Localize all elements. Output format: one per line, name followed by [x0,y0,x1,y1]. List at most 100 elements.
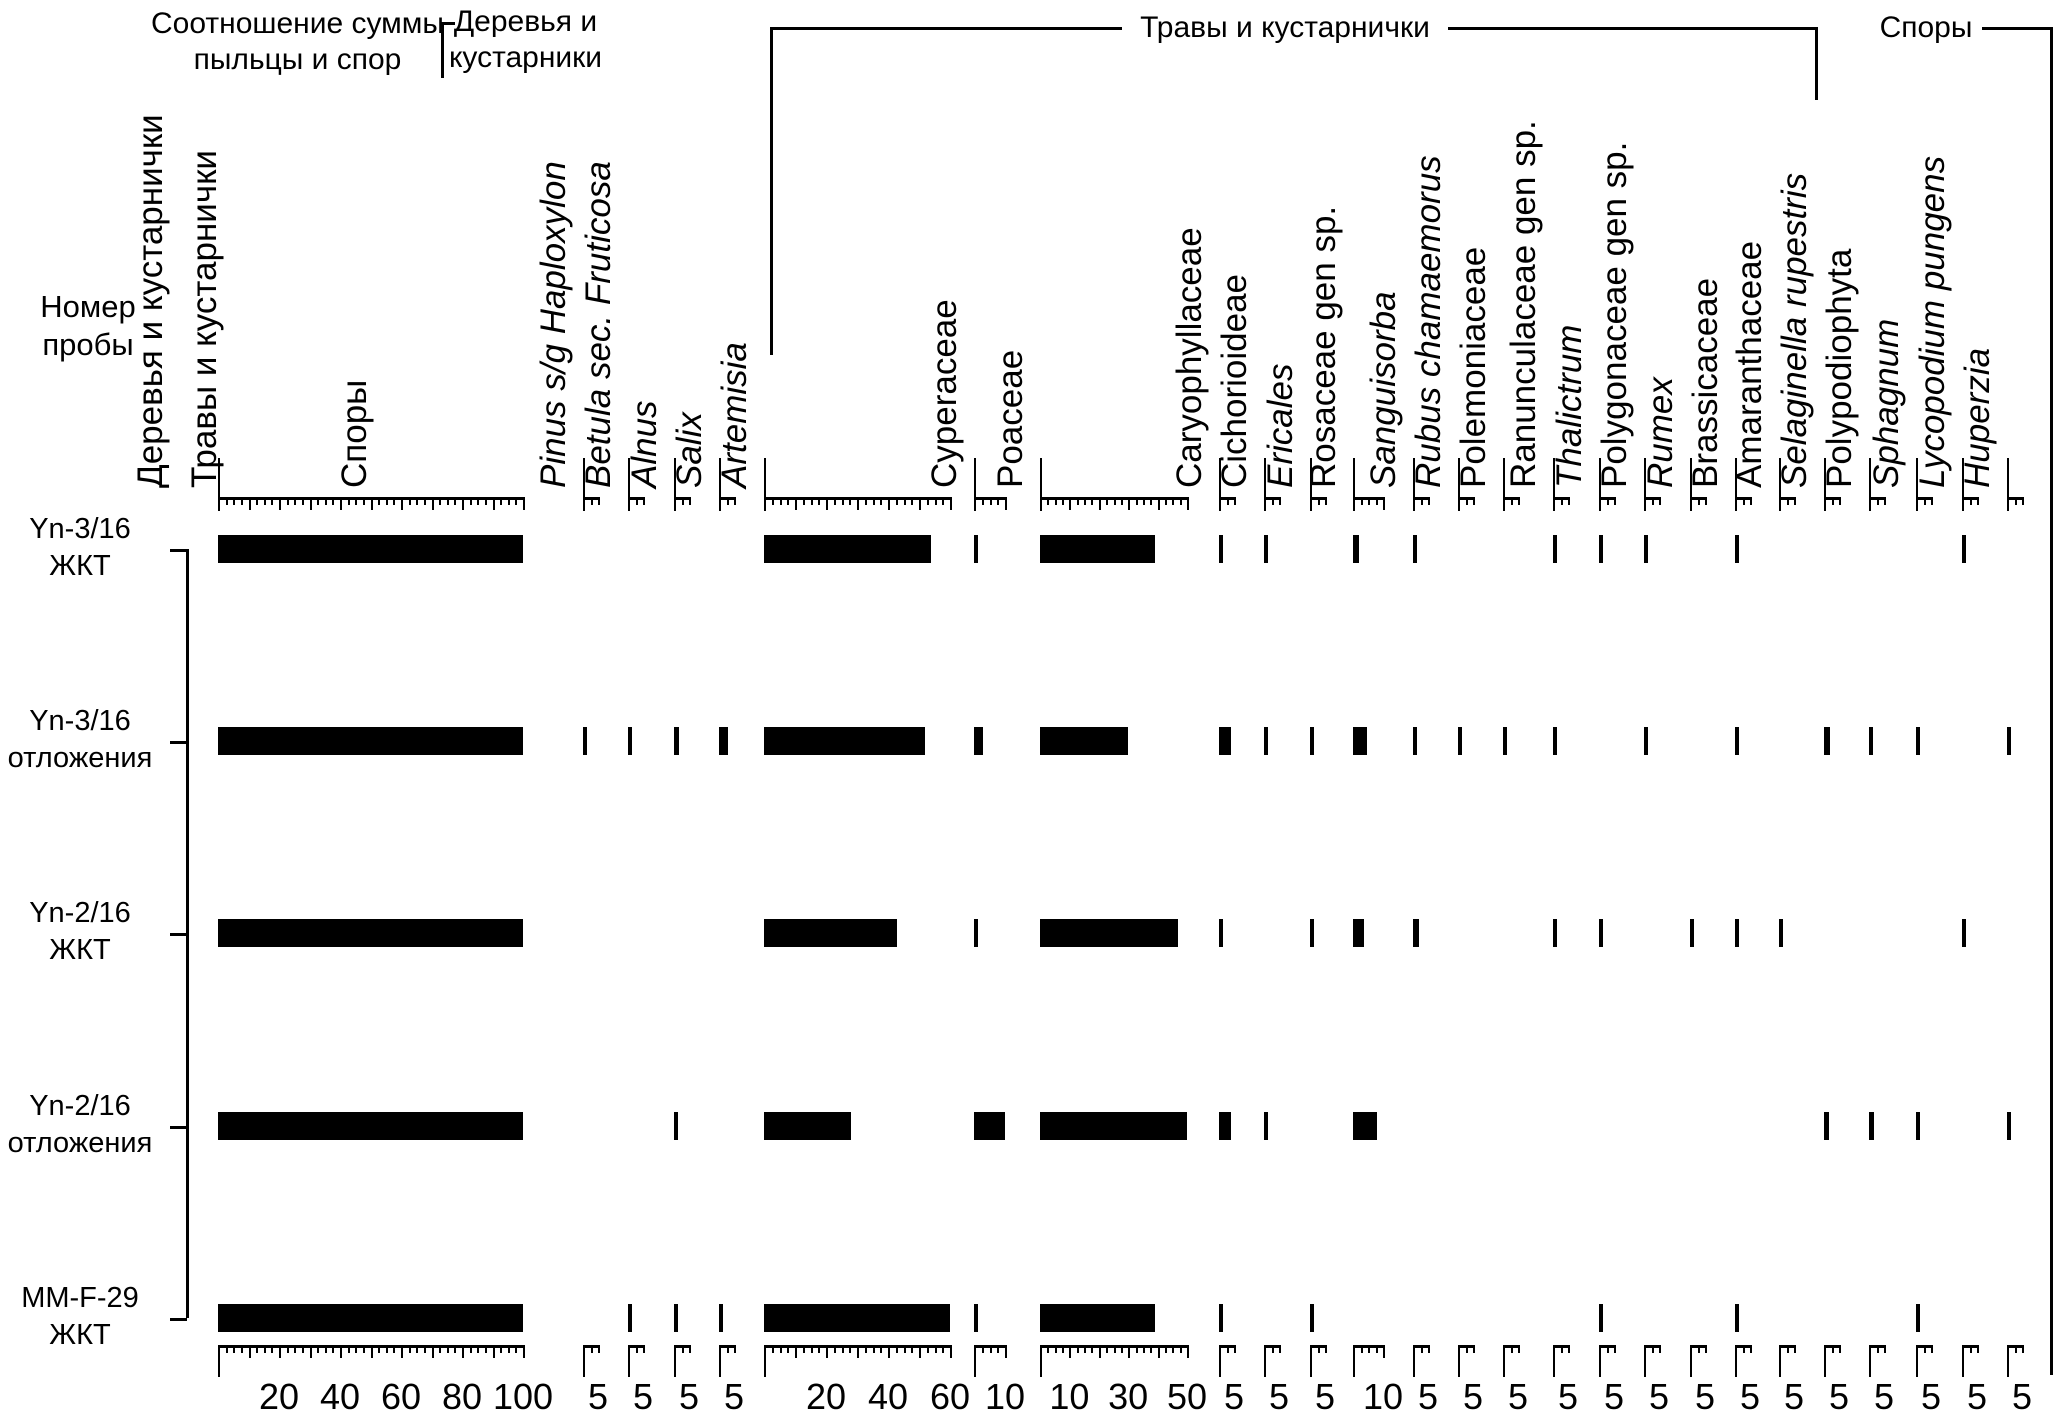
top-axis-tick [431,497,434,510]
bar-ericales-sample2 [1310,727,1314,755]
top-axis-tick [469,497,472,505]
trees-bracket-drop [441,22,444,78]
axis-tick-label-amaranthaceae: 5 [1783,1376,1805,1417]
top-axis-zero-tick-sphagnum [1916,458,1918,511]
taxon-label-brassicaceae-text: Brassicaceae [1686,277,1725,488]
bar-thalictrum-sample1 [1599,535,1603,563]
bar-sum-sample3 [218,919,523,947]
bar-betula-sample2 [628,727,632,755]
top-axis-tick [598,497,600,505]
bottom-axis-tick [1179,1345,1182,1353]
bottom-axis-tick [317,1345,320,1353]
top-axis-zero-tick-lycopodium [1962,458,1964,511]
bar-rosaceae-sample3 [1353,919,1364,947]
top-axis-tick [1518,497,1520,505]
top-axis-tick [864,497,867,505]
taxon-label-poaceae-text: Poaceae [991,349,1030,488]
axis-tick-label-rumex: 5 [1694,1376,1716,1417]
taxon-label-salix-text: Salix [670,412,709,488]
bottom-axis-zero-tick-rosaceae [1353,1345,1355,1377]
bottom-axis-tick [1473,1345,1475,1353]
top-axis-tick [2022,497,2024,505]
top-axis-zero-tick-amaranthaceae [1779,458,1781,511]
top-axis-tick [1179,497,1182,505]
bottom-axis-tick [1325,1345,1327,1353]
taxon-label-sanguisorba-text: Sanguisorba [1364,291,1403,488]
bottom-axis-tick [1977,1345,1979,1353]
top-axis-tick [950,497,952,510]
bar-cyperaceae-sample4 [974,1112,1005,1140]
axis-tick-label-polypodiophyta: 5 [1873,1376,1895,1417]
bottom-axis-zero-tick-thalictrum [1599,1345,1601,1377]
top-axis-tick [248,497,251,510]
top-axis-tick [1742,497,1745,505]
bottom-axis-tick [1271,1345,1274,1353]
top-axis-tick [240,497,243,505]
bar-sanguisorba-sample1 [1413,535,1417,563]
bar-ranunculaceae-sample1 [1553,535,1557,563]
bottom-axis-tick [263,1345,266,1353]
top-axis-tick [734,497,736,505]
top-axis-tick [1234,497,1236,505]
top-axis-tick [888,497,890,510]
top-axis-tick [635,497,638,505]
axis-tick-label-ranunculaceae: 5 [1557,1376,1579,1417]
bar-brassicaceae-sample1 [1735,535,1739,563]
top-axis-tick [1606,497,1609,505]
bottom-axis-tick [2014,1345,2017,1353]
bottom-axis-tick [1383,1345,1385,1358]
top-axis-zero-tick-artemisia [764,458,766,511]
bar-thalictrum-sample5 [1599,1304,1603,1332]
bar-ranunculaceae-sample3 [1553,919,1557,947]
top-axis-tick [332,497,335,505]
samples-axis-title-line2: пробы [42,327,134,362]
taxon-label-rumex-text: Rumex [1641,377,1680,488]
bottom-axis-tick [347,1345,350,1353]
sample-label-3-line2: ЖКТ [49,934,111,966]
taxon-label-pinus-text: Pinus s/g Haploxylon [534,161,573,488]
top-axis-zero-tick-betula [628,458,630,511]
taxon-label-artemisia-text: Artemisia [715,342,754,488]
top-axis-zero-tick-selaginella [1824,458,1826,511]
top-axis-tick [1062,497,1065,505]
taxon-label-amaranthaceae-text: Amaranthaceae [1730,240,1769,488]
bottom-axis-tick [416,1345,419,1353]
bar-sum-sample2 [218,727,523,755]
bottom-axis-tick [355,1345,358,1353]
bottom-axis-tick [1786,1345,1789,1353]
top-axis-tick [1279,497,1281,505]
axis-tick-label-selaginella: 5 [1828,1376,1850,1417]
top-axis-tick [818,497,821,505]
axis-tick-label-rosaceae: 10 [1362,1376,1404,1417]
top-axis-zero-tick-caryophyllaceae [1219,458,1221,511]
bottom-axis-tick [1128,1345,1131,1358]
bottom-axis-zero-tick-cichorioideae [1264,1345,1266,1377]
top-axis-tick [1697,497,1700,505]
bottom-axis-tick [1750,1345,1752,1353]
bar-polygonaceae-sample2 [1644,727,1648,755]
top-axis-tick [1360,497,1363,505]
top-axis-tick [1568,497,1570,505]
bottom-axis-tick [1368,1345,1370,1353]
bottom-axis-tick [484,1345,487,1353]
axis-tick-label-sanguisorba: 5 [1417,1376,1439,1417]
bottom-axis-tick [681,1345,684,1353]
top-axis-tick [515,497,518,505]
bottom-axis-tick [1931,1345,1933,1353]
top-axis-tick [1164,497,1167,505]
bar-cyperaceae-sample3 [974,919,978,947]
top-axis-tick [317,497,320,505]
taxon-label-caryophyllaceae-text: Caryophyllaceae [1170,227,1209,488]
top-axis-tick [2014,497,2017,505]
top-axis-tick [1120,497,1123,505]
top-axis-tick [1383,497,1385,510]
axis-tick-label-poaceae: 10 [1049,1376,1090,1417]
bar-cichorioideae-sample1 [1264,535,1268,563]
top-axis-zero-tick-brassicaceae [1735,458,1737,511]
bar-artemisia-sample4 [764,1112,851,1140]
bottom-axis-zero-tick-amaranthaceae [1779,1345,1781,1377]
bottom-axis-tick [1054,1345,1057,1353]
bottom-axis-tick [248,1345,251,1358]
sample-label-5-line2: ЖКТ [49,1319,111,1351]
